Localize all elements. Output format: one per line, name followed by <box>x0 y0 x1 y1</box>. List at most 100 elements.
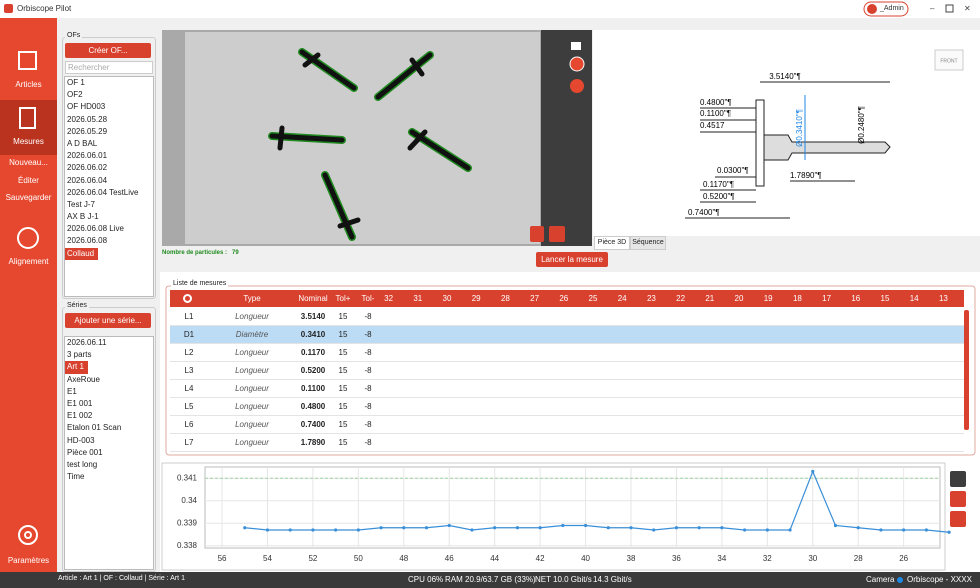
nav-parametres[interactable]: Paramètres <box>7 556 50 565</box>
window-maximize[interactable] <box>945 4 954 13</box>
clean-button[interactable] <box>569 226 587 242</box>
list-item[interactable]: E1 <box>67 386 77 396</box>
particles-button[interactable] <box>570 79 584 93</box>
window-close[interactable]: ✕ <box>964 4 971 13</box>
search-box[interactable]: Rechercher <box>65 61 153 74</box>
list-item[interactable]: 3 parts <box>67 350 92 360</box>
list-item[interactable]: Art 1 <box>65 361 88 374</box>
data-point <box>924 528 928 532</box>
table-row[interactable] <box>170 326 964 344</box>
table-row[interactable] <box>170 434 964 452</box>
chart-history-button[interactable] <box>950 491 966 507</box>
list-item[interactable]: OF2 <box>67 90 83 100</box>
nav-alignement[interactable]: Alignement <box>8 257 49 266</box>
nav-mesures[interactable]: Mesures <box>13 137 44 146</box>
list-item[interactable]: 2026.06.08 Live <box>67 224 124 234</box>
x-tick-label: 50 <box>354 554 363 563</box>
vertical-scrollbar[interactable] <box>964 310 969 430</box>
chart-grid-button[interactable] <box>950 471 966 487</box>
table-row[interactable] <box>170 398 964 416</box>
parts <box>268 48 472 241</box>
list-item[interactable]: E1 002 <box>67 411 93 421</box>
row-tol-minus: -8 <box>364 312 372 321</box>
list-item[interactable]: 2026.06.11 <box>67 338 107 347</box>
column-header: 22 <box>676 294 686 303</box>
list-item[interactable]: OF 1 <box>67 78 85 87</box>
list-item[interactable]: Pièce 001 <box>67 447 103 457</box>
list-item[interactable]: A D BAL <box>67 138 98 148</box>
nav-action[interactable]: Nouveau... <box>9 158 48 167</box>
x-tick-label: 28 <box>854 554 863 563</box>
record-button[interactable] <box>569 56 585 72</box>
list-item[interactable]: Time <box>67 472 85 482</box>
list-item[interactable]: AX B J-1 <box>67 212 99 222</box>
window-minimize[interactable]: – <box>930 4 935 13</box>
list-item[interactable]: Etalon 01 Scan <box>67 423 122 433</box>
y-tick-label: 0.339 <box>177 518 198 527</box>
column-header: 20 <box>734 294 744 303</box>
data-point <box>583 523 588 528</box>
list-item[interactable]: 2026.06.04 <box>67 175 108 185</box>
row-name: L1 <box>184 312 194 321</box>
list-item[interactable]: OF HD003 <box>67 102 106 112</box>
list-item[interactable]: 2026.06.02 <box>67 163 108 173</box>
table-row[interactable] <box>170 380 964 398</box>
status-camera: Camera <box>866 575 895 584</box>
row-tol-minus: -8 <box>364 366 372 375</box>
column-header: 15 <box>880 294 890 303</box>
snapshot-button[interactable] <box>530 226 544 242</box>
dimension: 1.7890"¶ <box>790 171 822 180</box>
tab[interactable]: Pièce 3D <box>594 236 630 250</box>
nav-action[interactable]: Sauvegarder <box>5 193 52 202</box>
alignement-icon <box>17 227 39 249</box>
mesures-icon <box>19 107 36 129</box>
launch-button[interactable]: Lancer la mesure <box>536 252 608 267</box>
part <box>268 125 346 151</box>
refresh-icon[interactable] <box>183 294 192 303</box>
data-point <box>243 526 247 530</box>
camera-button[interactable] <box>571 42 581 50</box>
table-row[interactable] <box>170 362 964 380</box>
tab[interactable]: Séquence <box>630 236 666 250</box>
list-item[interactable]: test long <box>67 459 98 469</box>
list-item[interactable]: HD-003 <box>67 435 95 445</box>
status-instance: Orbiscope - XXXX <box>907 575 972 584</box>
table-row[interactable] <box>170 308 964 326</box>
column-header: 27 <box>530 294 540 303</box>
nav-articles[interactable]: Articles <box>15 80 42 89</box>
view-cube[interactable] <box>934 49 964 71</box>
list-item[interactable]: 2026.05.28 <box>67 114 108 124</box>
list-item[interactable]: 2026.06.08 <box>67 236 108 246</box>
action-button[interactable]: Créer OF... <box>65 43 151 58</box>
row-type: Diamètre <box>235 330 269 339</box>
table-row[interactable] <box>170 416 964 434</box>
group-label: Séries <box>65 302 89 309</box>
table-row[interactable] <box>170 344 964 362</box>
camera-view <box>185 32 540 244</box>
row-nominal: 0.7400 <box>300 420 326 429</box>
row-type: Longueur <box>235 312 269 321</box>
add-button[interactable] <box>549 226 565 242</box>
row-nominal: 0.4800 <box>300 402 326 411</box>
parametres-icon-center <box>24 531 32 539</box>
row-type: Longueur <box>235 420 269 429</box>
x-tick-label: 34 <box>717 554 726 563</box>
row-tol-minus: -8 <box>364 348 372 357</box>
data-point <box>629 526 633 530</box>
action-button[interactable]: Ajouter une série... <box>65 313 151 328</box>
column-header: 30 <box>442 294 452 303</box>
nav-action[interactable]: Éditer <box>18 175 39 185</box>
list-item[interactable]: 2026.06.01 <box>67 151 108 161</box>
list-item[interactable]: E1 001 <box>67 398 93 408</box>
list-item[interactable]: 2026.06.04 TestLive <box>67 187 139 197</box>
column-header: 18 <box>792 294 802 303</box>
chart-calendar-button[interactable] <box>950 511 966 527</box>
list-item[interactable]: 2026.05.29 <box>67 126 108 136</box>
data-point <box>947 530 951 534</box>
list-item[interactable]: AxeRoue <box>67 374 100 384</box>
status-bar <box>0 572 980 588</box>
column-header: 29 <box>471 294 481 303</box>
list-item[interactable]: Collaud <box>65 247 99 260</box>
list-item[interactable]: Test J-7 <box>67 199 96 209</box>
